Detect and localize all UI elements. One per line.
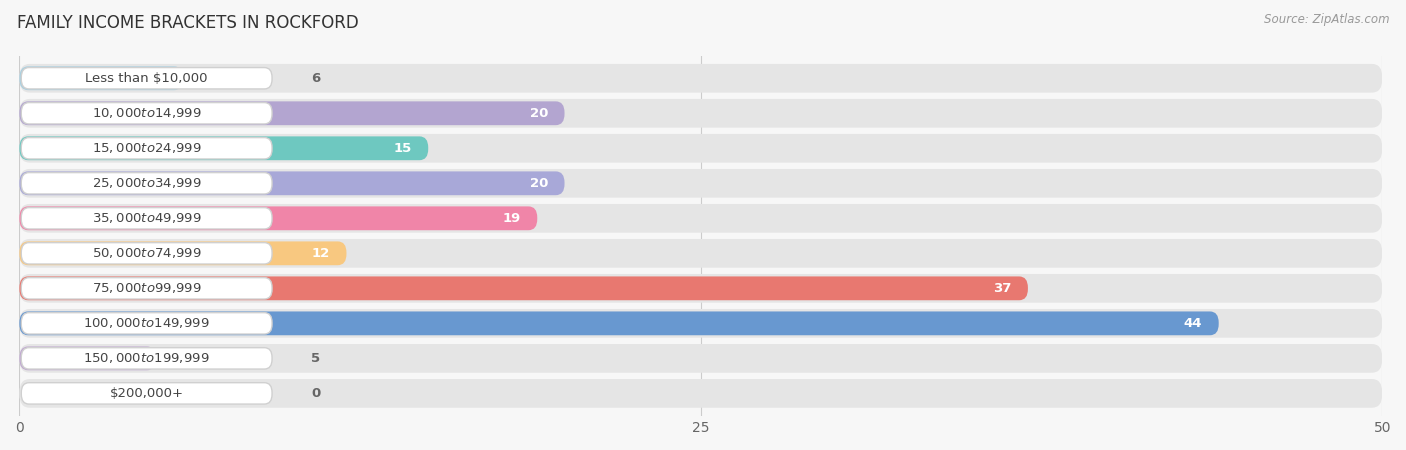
Text: $15,000 to $24,999: $15,000 to $24,999 bbox=[91, 141, 201, 155]
Text: 20: 20 bbox=[530, 107, 548, 120]
FancyBboxPatch shape bbox=[21, 243, 271, 264]
FancyBboxPatch shape bbox=[20, 171, 565, 195]
Text: 6: 6 bbox=[311, 72, 321, 85]
FancyBboxPatch shape bbox=[20, 311, 1219, 335]
Text: 5: 5 bbox=[311, 352, 321, 365]
FancyBboxPatch shape bbox=[20, 204, 1382, 233]
Text: FAMILY INCOME BRACKETS IN ROCKFORD: FAMILY INCOME BRACKETS IN ROCKFORD bbox=[17, 14, 359, 32]
FancyBboxPatch shape bbox=[20, 239, 1382, 268]
Text: 12: 12 bbox=[312, 247, 330, 260]
Text: 0: 0 bbox=[311, 387, 321, 400]
FancyBboxPatch shape bbox=[20, 169, 1382, 198]
Text: Source: ZipAtlas.com: Source: ZipAtlas.com bbox=[1264, 14, 1389, 27]
Text: $100,000 to $149,999: $100,000 to $149,999 bbox=[83, 316, 209, 330]
FancyBboxPatch shape bbox=[20, 241, 346, 265]
Text: 44: 44 bbox=[1184, 317, 1202, 330]
Text: $200,000+: $200,000+ bbox=[110, 387, 184, 400]
FancyBboxPatch shape bbox=[21, 382, 271, 404]
FancyBboxPatch shape bbox=[20, 276, 1028, 300]
FancyBboxPatch shape bbox=[20, 134, 1382, 162]
Text: $75,000 to $99,999: $75,000 to $99,999 bbox=[91, 281, 201, 295]
FancyBboxPatch shape bbox=[21, 313, 271, 334]
FancyBboxPatch shape bbox=[20, 346, 156, 370]
Text: $150,000 to $199,999: $150,000 to $199,999 bbox=[83, 351, 209, 365]
FancyBboxPatch shape bbox=[20, 274, 1382, 303]
FancyBboxPatch shape bbox=[21, 278, 271, 299]
FancyBboxPatch shape bbox=[21, 103, 271, 124]
Text: $35,000 to $49,999: $35,000 to $49,999 bbox=[91, 212, 201, 225]
FancyBboxPatch shape bbox=[20, 136, 429, 160]
FancyBboxPatch shape bbox=[20, 66, 183, 90]
FancyBboxPatch shape bbox=[20, 344, 1382, 373]
Text: 37: 37 bbox=[993, 282, 1011, 295]
FancyBboxPatch shape bbox=[21, 138, 271, 159]
FancyBboxPatch shape bbox=[21, 68, 271, 89]
Text: 15: 15 bbox=[394, 142, 412, 155]
FancyBboxPatch shape bbox=[20, 101, 565, 125]
Text: 20: 20 bbox=[530, 177, 548, 190]
FancyBboxPatch shape bbox=[20, 379, 1382, 408]
FancyBboxPatch shape bbox=[20, 207, 537, 230]
FancyBboxPatch shape bbox=[20, 309, 1382, 338]
Text: 19: 19 bbox=[503, 212, 520, 225]
Text: Less than $10,000: Less than $10,000 bbox=[86, 72, 208, 85]
FancyBboxPatch shape bbox=[20, 64, 1382, 93]
FancyBboxPatch shape bbox=[21, 348, 271, 369]
Text: $25,000 to $34,999: $25,000 to $34,999 bbox=[91, 176, 201, 190]
FancyBboxPatch shape bbox=[21, 207, 271, 229]
Text: $10,000 to $14,999: $10,000 to $14,999 bbox=[91, 106, 201, 120]
FancyBboxPatch shape bbox=[20, 99, 1382, 128]
Text: $50,000 to $74,999: $50,000 to $74,999 bbox=[91, 246, 201, 261]
FancyBboxPatch shape bbox=[21, 173, 271, 194]
